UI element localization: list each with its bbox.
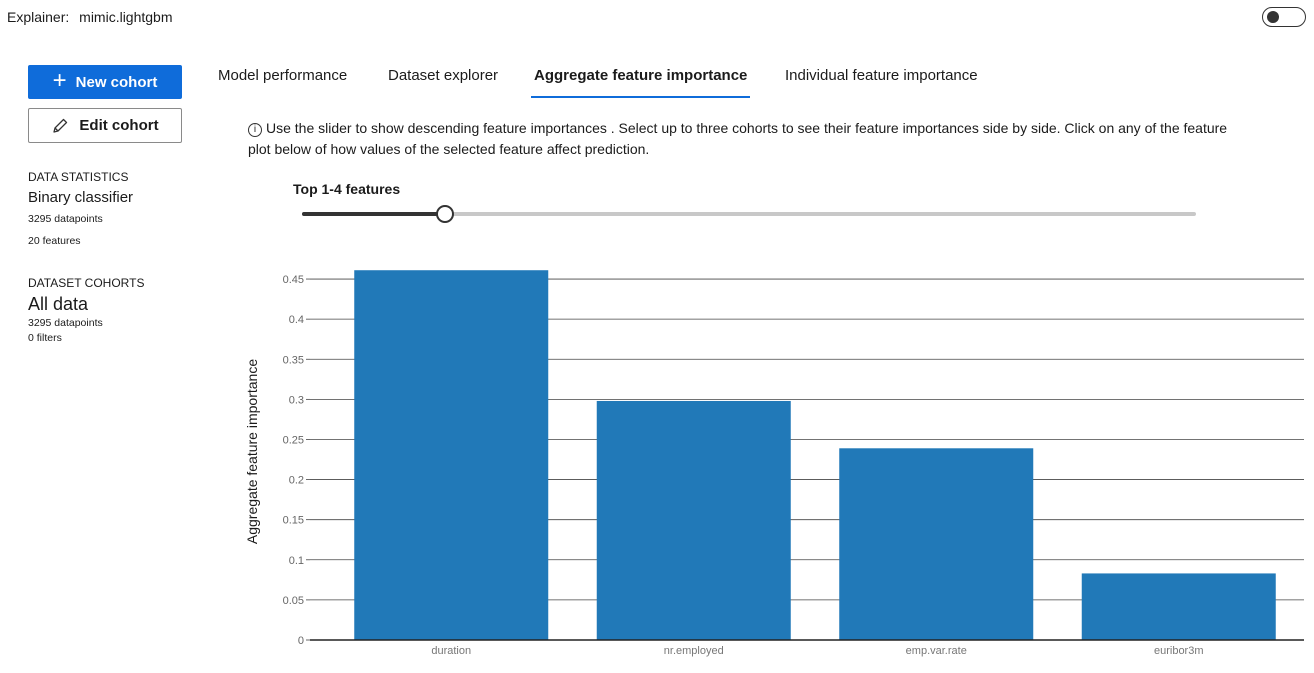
feature-importance-chart: 0 0.05 0.1 0.15 0.2 0.25 0.3 0.35 0.4 0.45 duratio…	[244, 270, 1304, 657]
instruction-line-2: plot below of how values of the selected…	[248, 141, 650, 157]
bar-emp-var-rate[interactable]	[839, 448, 1034, 640]
y-tick-label: 0.4	[289, 314, 304, 326]
tab-aggregate-feature-importance[interactable]: Aggregate feature importance	[534, 67, 748, 84]
bar-nr-employed[interactable]	[596, 400, 791, 640]
x-tick-label: duration	[431, 645, 471, 657]
data-statistics-heading: DATA STATISTICS	[28, 170, 129, 184]
y-tick-label: 0.25	[283, 434, 304, 446]
y-tick-label: 0.45	[283, 274, 304, 286]
info-icon: i	[248, 123, 262, 137]
x-tick-label: emp.var.rate	[906, 645, 967, 657]
feature-slider-thumb[interactable]	[436, 205, 455, 223]
new-cohort-label: New cohort	[75, 73, 158, 91]
cohort-filters: 0 filters	[28, 332, 62, 344]
stats-features: 20 features	[28, 235, 81, 247]
instruction-line-1: Use the slider to show descending featur…	[266, 120, 1228, 136]
cohort-name[interactable]: All data	[28, 294, 89, 314]
y-tick-label: 0.05	[283, 595, 304, 607]
feature-slider-fill	[302, 212, 446, 216]
active-tab-indicator	[531, 96, 750, 98]
cohort-datapoints: 3295 datapoints	[28, 317, 103, 329]
dataset-cohorts-heading: DATASET COHORTS	[28, 276, 145, 290]
bar-duration[interactable]	[354, 270, 549, 640]
tab-model-performance[interactable]: Model performance	[218, 67, 348, 84]
pencil-icon	[53, 118, 68, 133]
y-tick-label: 0.35	[283, 354, 304, 366]
x-tick-label: euribor3m	[1154, 645, 1204, 657]
explainer-title: Explainer: mimic.lightgbm	[7, 9, 173, 25]
y-tick-label: 0	[298, 635, 304, 647]
classifier-type: Binary classifier	[28, 189, 134, 206]
new-cohort-button[interactable]: + New cohort	[28, 65, 182, 99]
y-tick-label: 0.3	[289, 394, 304, 406]
feature-slider-track[interactable]	[302, 212, 1196, 216]
explainer-label: Explainer:	[7, 9, 70, 25]
explainer-value: mimic.lightgbm	[79, 9, 173, 25]
y-tick-label: 0.1	[289, 555, 304, 567]
instructions: i Use the slider to show descending featu…	[248, 118, 1314, 160]
theme-toggle[interactable]	[1262, 7, 1306, 27]
stats-datapoints: 3295 datapoints	[28, 213, 103, 225]
y-tick-label: 0.15	[283, 515, 304, 527]
tab-individual-feature-importance[interactable]: Individual feature importance	[785, 67, 978, 84]
toggle-knob	[1267, 11, 1279, 23]
tab-dataset-explorer[interactable]: Dataset explorer	[388, 67, 499, 84]
x-tick-label: nr.employed	[664, 645, 724, 657]
bar-euribor3m[interactable]	[1081, 573, 1276, 640]
edit-cohort-button[interactable]: Edit cohort	[28, 108, 182, 143]
slider-label: Top 1-4 features	[293, 181, 401, 197]
plus-icon: +	[52, 66, 67, 94]
y-axis-label: Aggregate feature importance	[244, 359, 260, 544]
edit-cohort-label: Edit cohort	[79, 117, 159, 134]
y-tick-label: 0.2	[289, 475, 304, 487]
